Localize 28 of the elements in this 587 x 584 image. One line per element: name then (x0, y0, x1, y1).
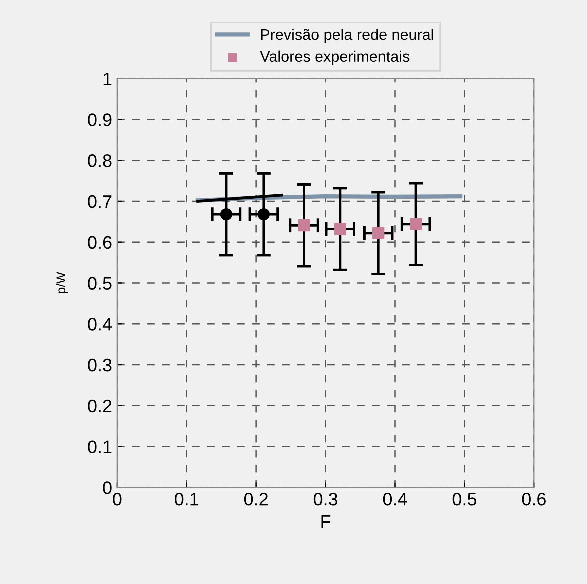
legend-label: Valores experimentais (260, 50, 410, 66)
y-tick-label: 0.5 (88, 277, 112, 290)
point (410, 218, 422, 230)
y-axis-title: p/W (56, 272, 68, 294)
y-tick-label: 0.6 (88, 236, 112, 250)
y-tick-label: 0.8 (88, 154, 112, 168)
y-tick-label: 0.1 (88, 440, 112, 454)
y-tick-label: 1 (104, 72, 112, 86)
x-tick-label: 0.2 (244, 492, 268, 506)
point (334, 223, 346, 236)
x-tick-label: 0 (113, 492, 122, 506)
x-tick-label: 0.1 (175, 492, 199, 506)
x-tick-label: 0.3 (314, 492, 338, 506)
legend-label: Previsão pela rede neural (261, 28, 434, 44)
x-tick-label: 0.5 (452, 492, 476, 506)
point (372, 227, 385, 240)
y-tick-label: 0.2 (88, 400, 112, 413)
y-tick-label: 0.7 (88, 195, 112, 208)
point (298, 220, 310, 232)
y-tick-label: 0 (103, 482, 112, 494)
x-tick-label: 0.4 (383, 492, 408, 506)
y-tick-label: 0.9 (88, 114, 112, 126)
x-tick-label: 0.6 (522, 492, 546, 506)
point (220, 208, 233, 221)
y-tick-label: 0.4 (88, 318, 112, 331)
point (258, 208, 270, 221)
y-tick-label: 0.3 (88, 358, 112, 372)
x-axis-title: F (322, 516, 331, 528)
